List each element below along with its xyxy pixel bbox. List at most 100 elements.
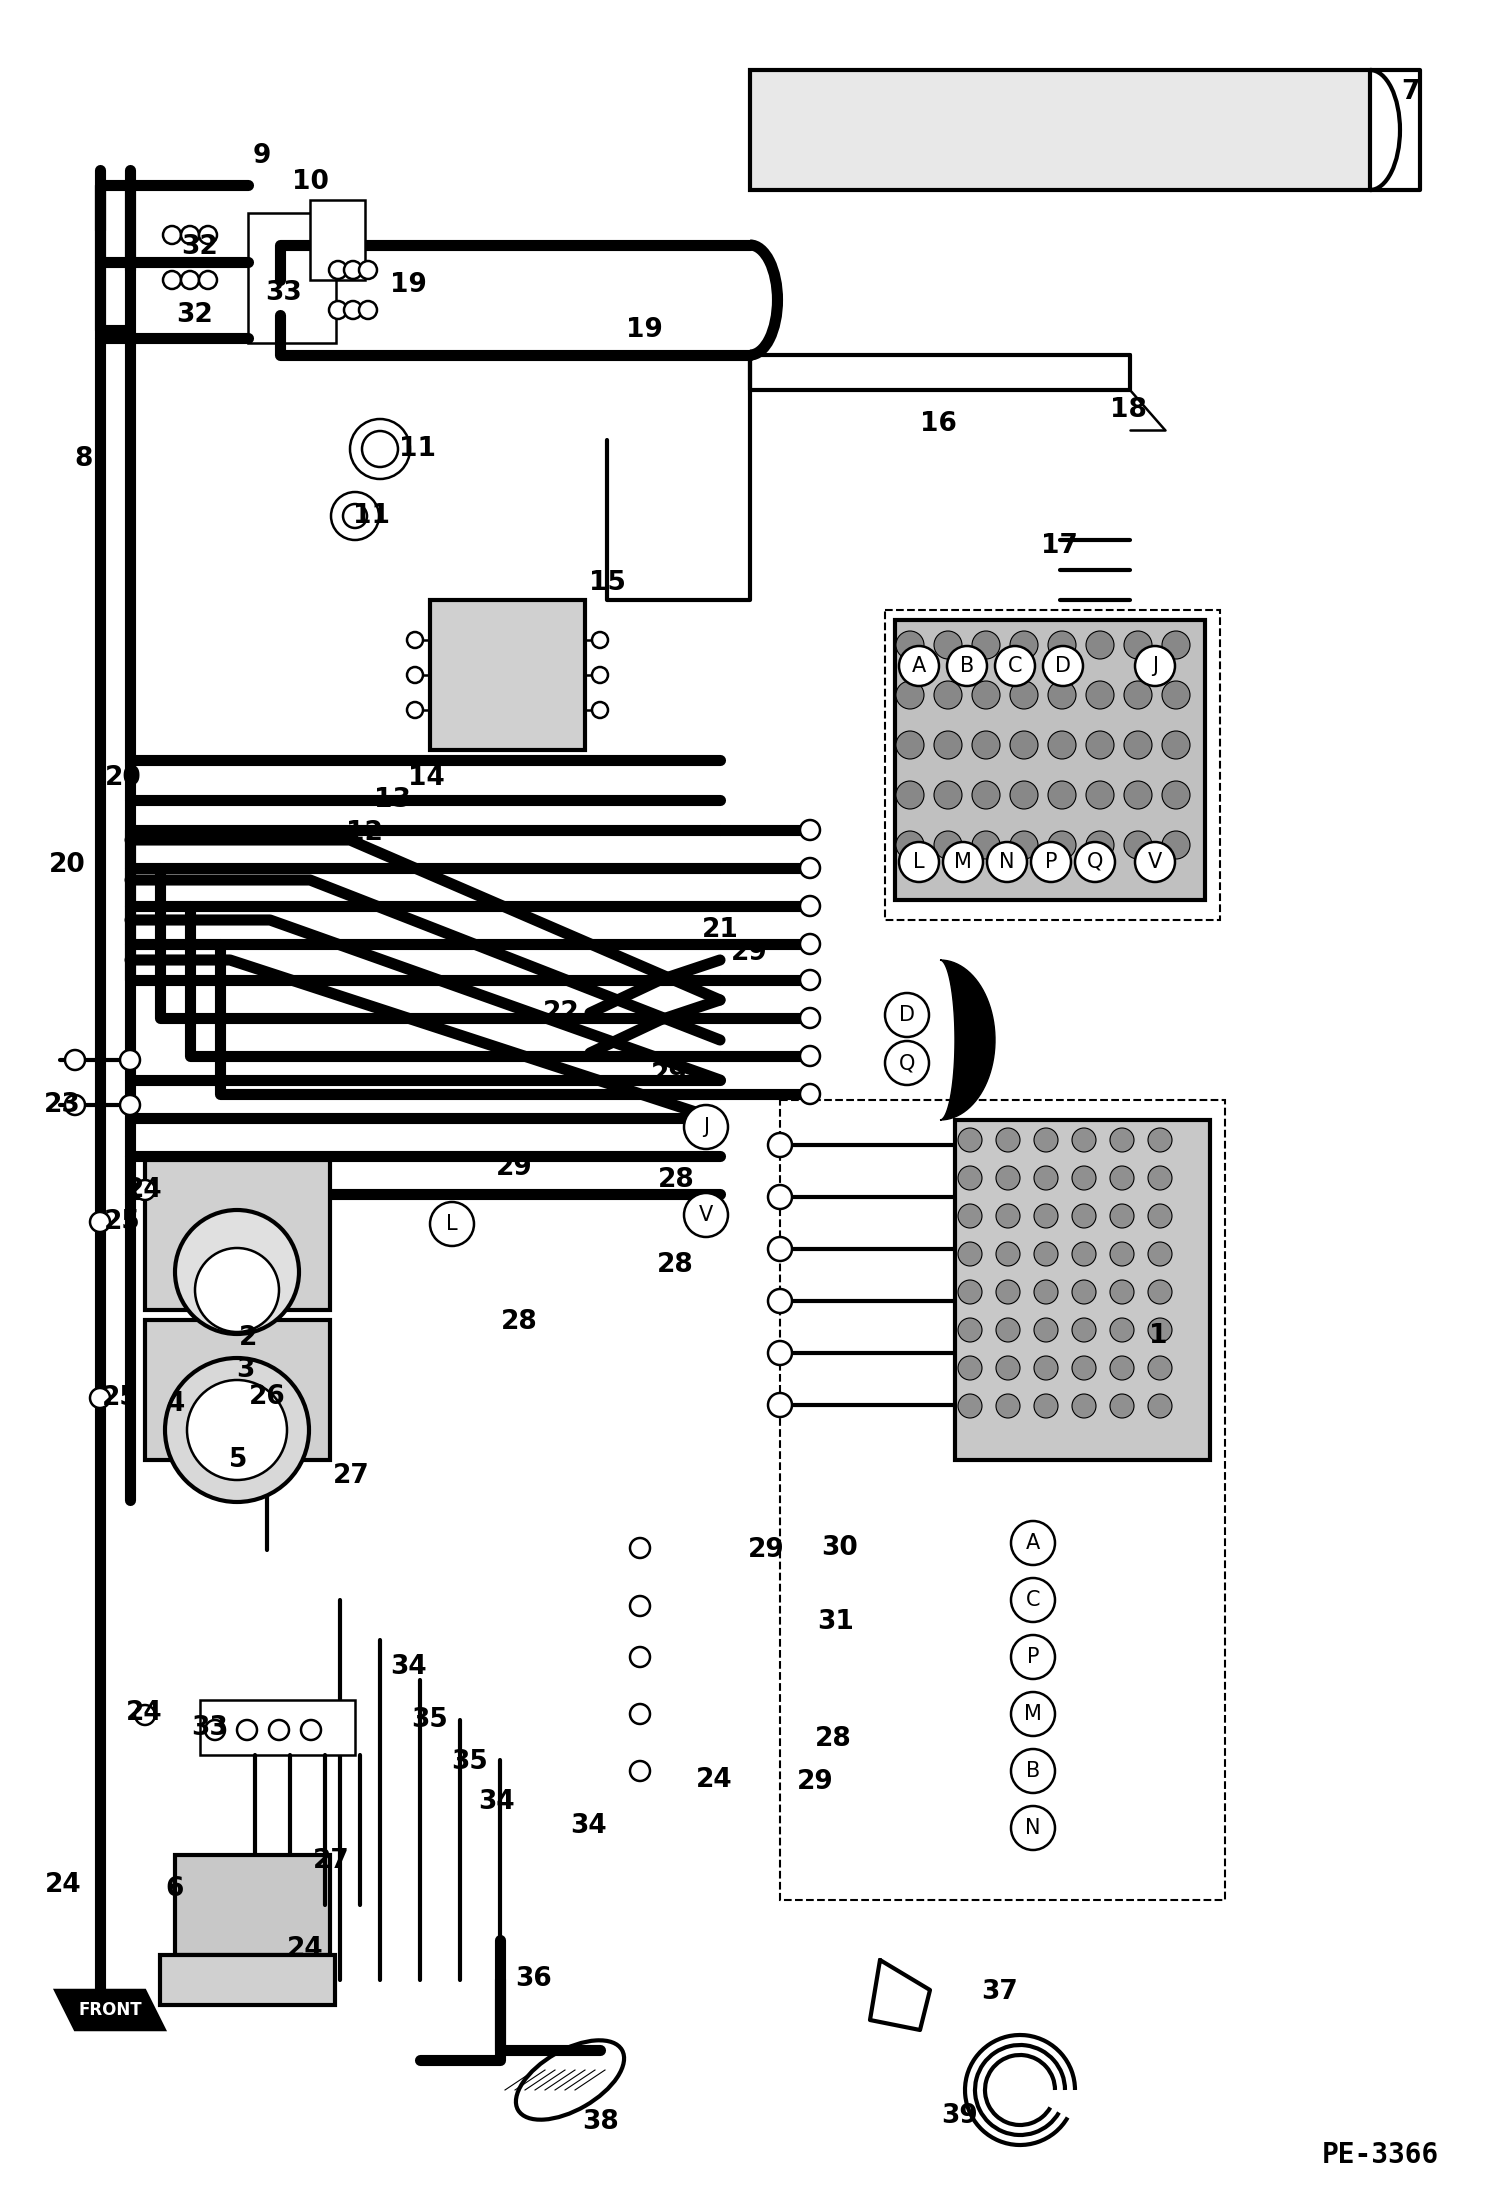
Circle shape: [1011, 1522, 1055, 1566]
Circle shape: [135, 1704, 154, 1726]
Text: 29: 29: [797, 1770, 833, 1796]
Text: 9: 9: [253, 143, 271, 169]
Text: 24: 24: [45, 1873, 81, 1897]
Text: 20: 20: [48, 853, 85, 877]
Circle shape: [972, 682, 1001, 708]
Circle shape: [1073, 1241, 1097, 1265]
Bar: [750, 70, 1371, 191]
Circle shape: [685, 1105, 728, 1149]
Text: 35: 35: [412, 1706, 448, 1732]
Text: 34: 34: [569, 1814, 607, 1840]
Text: A: A: [912, 656, 926, 675]
Text: D: D: [899, 1004, 915, 1024]
Circle shape: [64, 1050, 85, 1070]
Circle shape: [351, 419, 410, 478]
Circle shape: [947, 647, 987, 686]
Circle shape: [1110, 1241, 1134, 1265]
Text: 16: 16: [920, 410, 956, 436]
Text: 28: 28: [815, 1726, 851, 1752]
Circle shape: [120, 1094, 139, 1114]
Circle shape: [800, 820, 819, 840]
Text: 29: 29: [496, 1156, 532, 1182]
Text: 28: 28: [658, 1167, 695, 1193]
Circle shape: [237, 1719, 258, 1739]
Circle shape: [181, 226, 199, 243]
Circle shape: [1076, 842, 1115, 882]
Circle shape: [1034, 1318, 1058, 1342]
Circle shape: [1010, 730, 1038, 759]
Circle shape: [685, 1193, 728, 1237]
Text: 12: 12: [346, 820, 382, 846]
Text: 33: 33: [265, 281, 303, 307]
Circle shape: [1086, 632, 1115, 660]
Text: 19: 19: [389, 272, 427, 298]
Text: 38: 38: [583, 2110, 619, 2136]
Circle shape: [1147, 1204, 1171, 1228]
Circle shape: [1073, 1318, 1097, 1342]
Circle shape: [343, 504, 367, 529]
Circle shape: [1110, 1355, 1134, 1379]
Circle shape: [120, 1050, 139, 1070]
Text: 32: 32: [181, 235, 219, 261]
Bar: [145, 1320, 330, 1461]
Circle shape: [768, 1184, 792, 1208]
Text: D: D: [1055, 656, 1071, 675]
Text: 39: 39: [942, 2103, 978, 2129]
Circle shape: [933, 781, 962, 809]
Circle shape: [1034, 1281, 1058, 1305]
Circle shape: [1110, 1127, 1134, 1151]
Bar: [310, 200, 366, 281]
Circle shape: [631, 1761, 650, 1781]
Circle shape: [1147, 1241, 1171, 1265]
Circle shape: [896, 781, 924, 809]
Circle shape: [163, 226, 181, 243]
Circle shape: [1162, 632, 1189, 660]
Circle shape: [330, 300, 348, 318]
Text: 3: 3: [235, 1357, 255, 1384]
Text: 20: 20: [105, 765, 141, 792]
Circle shape: [187, 1379, 288, 1480]
Text: Q: Q: [1088, 853, 1103, 873]
Circle shape: [407, 667, 422, 682]
Circle shape: [1135, 842, 1174, 882]
Circle shape: [1011, 1579, 1055, 1623]
Circle shape: [1049, 781, 1076, 809]
Circle shape: [1049, 831, 1076, 860]
Circle shape: [996, 1241, 1020, 1265]
Circle shape: [959, 1355, 983, 1379]
Circle shape: [996, 1167, 1020, 1191]
Circle shape: [1086, 682, 1115, 708]
Circle shape: [899, 647, 939, 686]
Text: 27: 27: [333, 1463, 370, 1489]
Circle shape: [768, 1134, 792, 1158]
Circle shape: [800, 1046, 819, 1066]
Circle shape: [1034, 1241, 1058, 1265]
Bar: [894, 621, 1204, 899]
Text: 8: 8: [75, 445, 93, 471]
Text: 34: 34: [479, 1789, 515, 1816]
Circle shape: [933, 632, 962, 660]
Text: 36: 36: [515, 1965, 553, 1991]
Text: 28: 28: [500, 1309, 538, 1336]
Circle shape: [972, 831, 1001, 860]
Text: 37: 37: [981, 1978, 1019, 2004]
Circle shape: [270, 1719, 289, 1739]
Text: 15: 15: [589, 570, 626, 596]
Circle shape: [768, 1289, 792, 1314]
Circle shape: [1124, 682, 1152, 708]
Circle shape: [996, 1318, 1020, 1342]
Text: M: M: [954, 853, 972, 873]
Circle shape: [1147, 1355, 1171, 1379]
Bar: [160, 1954, 336, 2004]
Circle shape: [896, 682, 924, 708]
Circle shape: [175, 1211, 300, 1333]
Circle shape: [1124, 730, 1152, 759]
Text: N: N: [999, 853, 1014, 873]
Circle shape: [1010, 632, 1038, 660]
Circle shape: [407, 702, 422, 717]
Text: Q: Q: [899, 1053, 915, 1072]
Circle shape: [199, 226, 217, 243]
Circle shape: [972, 730, 1001, 759]
Circle shape: [996, 1281, 1020, 1305]
Circle shape: [972, 781, 1001, 809]
